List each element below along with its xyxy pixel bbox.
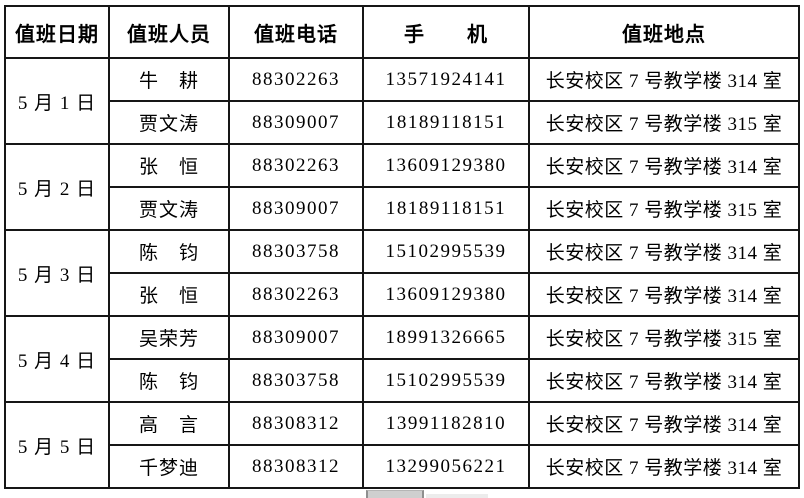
cell-phone: 88302263 (228, 57, 364, 102)
cell-person: 贾文涛 (108, 186, 230, 231)
cell-person: 高 言 (108, 401, 230, 446)
header-duty-phone: 值班电话 (228, 5, 364, 59)
cell-location: 长安校区 7 号教学楼 315 室 (528, 100, 800, 145)
cell-date: 5 月 1 日 (4, 57, 110, 145)
table-header-row: 值班日期 值班人员 值班电话 手 机 值班地点 (4, 5, 800, 59)
cell-date: 5 月 3 日 (4, 229, 110, 317)
scrollbar-thumb[interactable] (366, 490, 424, 498)
cell-location: 长安校区 7 号教学楼 315 室 (528, 186, 800, 231)
cell-person: 张 恒 (108, 272, 230, 317)
table-row: 5 月 5 日 高 言 88308312 13991182810 长安校区 7 … (4, 401, 800, 489)
cell-phone: 88303758 (228, 229, 364, 274)
cell-phone: 88308312 (228, 444, 364, 489)
cell-mobile: 18189118151 (362, 100, 530, 145)
cell-date: 5 月 4 日 (4, 315, 110, 403)
cell-person: 千梦迪 (108, 444, 230, 489)
cell-person: 贾文涛 (108, 100, 230, 145)
cell-person: 牛 耕 (108, 57, 230, 102)
cell-location: 长安校区 7 号教学楼 314 室 (528, 401, 800, 446)
cell-phone: 88309007 (228, 186, 364, 231)
cell-mobile: 13991182810 (362, 401, 530, 446)
cell-person: 陈 钧 (108, 358, 230, 403)
table-row: 贾文涛 88309007 18189118151 长安校区 7 号教学楼 315… (5, 100, 800, 145)
cell-phone: 88309007 (228, 315, 364, 360)
cell-phone: 88302263 (228, 272, 364, 317)
header-duty-location: 值班地点 (528, 5, 800, 59)
header-duty-date: 值班日期 (4, 5, 110, 59)
table-row: 贾文涛 88309007 18189118151 长安校区 7 号教学楼 315… (5, 186, 800, 231)
cell-person: 陈 钧 (108, 229, 230, 274)
cell-location: 长安校区 7 号教学楼 314 室 (528, 358, 800, 403)
scrollbar-track-fragment (426, 494, 488, 498)
duty-schedule-table: 值班日期 值班人员 值班电话 手 机 值班地点 5 月 1 日 牛 耕 8830… (4, 5, 800, 489)
cell-person: 吴荣芳 (108, 315, 230, 360)
cell-mobile: 18189118151 (362, 186, 530, 231)
header-mobile: 手 机 (362, 5, 530, 59)
cell-date: 5 月 5 日 (4, 401, 110, 489)
cell-location: 长安校区 7 号教学楼 314 室 (528, 229, 800, 274)
cell-location: 长安校区 7 号教学楼 314 室 (528, 143, 800, 188)
cell-mobile: 15102995539 (362, 358, 530, 403)
cell-location: 长安校区 7 号教学楼 314 室 (528, 272, 800, 317)
cell-mobile: 13609129380 (362, 272, 530, 317)
cell-location: 长安校区 7 号教学楼 314 室 (528, 444, 800, 489)
header-duty-person: 值班人员 (108, 5, 230, 59)
cell-phone: 88303758 (228, 358, 364, 403)
cell-mobile: 13299056221 (362, 444, 530, 489)
table-row: 5 月 2 日 张 恒 88302263 13609129380 长安校区 7 … (4, 143, 800, 231)
cell-mobile: 18991326665 (362, 315, 530, 360)
cell-phone: 88302263 (228, 143, 364, 188)
table-row: 5 月 3 日 陈 钧 88303758 15102995539 长安校区 7 … (4, 229, 800, 317)
cell-mobile: 13571924141 (362, 57, 530, 102)
cell-phone: 88309007 (228, 100, 364, 145)
table-row: 张 恒 88302263 13609129380 长安校区 7 号教学楼 314… (5, 272, 800, 317)
cell-person: 张 恒 (108, 143, 230, 188)
cell-mobile: 15102995539 (362, 229, 530, 274)
table-row: 陈 钧 88303758 15102995539 长安校区 7 号教学楼 314… (5, 358, 800, 403)
table-row: 5 月 4 日 吴荣芳 88309007 18991326665 长安校区 7 … (4, 315, 800, 403)
cell-date: 5 月 2 日 (4, 143, 110, 231)
cell-location: 长安校区 7 号教学楼 314 室 (528, 57, 800, 102)
cell-mobile: 13609129380 (362, 143, 530, 188)
cell-phone: 88308312 (228, 401, 364, 446)
cell-location: 长安校区 7 号教学楼 315 室 (528, 315, 800, 360)
table-row: 5 月 1 日 牛 耕 88302263 13571924141 长安校区 7 … (4, 57, 800, 145)
table-row: 千梦迪 88308312 13299056221 长安校区 7 号教学楼 314… (5, 444, 800, 489)
